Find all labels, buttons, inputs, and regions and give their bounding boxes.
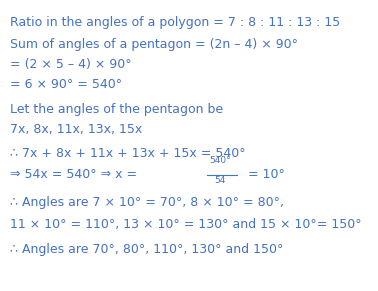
Text: = (2 × 5 – 4) × 90°: = (2 × 5 – 4) × 90° bbox=[10, 58, 132, 71]
Text: 540°: 540° bbox=[209, 156, 231, 165]
Text: Let the angles of the pentagon be: Let the angles of the pentagon be bbox=[10, 103, 223, 116]
Text: 11 × 10° = 110°, 13 × 10° = 130° and 15 × 10°= 150°: 11 × 10° = 110°, 13 × 10° = 130° and 15 … bbox=[10, 218, 362, 231]
Text: = 6 × 90° = 540°: = 6 × 90° = 540° bbox=[10, 78, 122, 91]
Text: Ratio in the angles of a polygon = 7 : 8 : 11 : 13 : 15: Ratio in the angles of a polygon = 7 : 8… bbox=[10, 16, 340, 29]
Text: 7x, 8x, 11x, 13x, 15x: 7x, 8x, 11x, 13x, 15x bbox=[10, 123, 142, 136]
Text: ∴ 7x + 8x + 11x + 13x + 15x = 540°: ∴ 7x + 8x + 11x + 13x + 15x = 540° bbox=[10, 147, 246, 160]
Text: 54: 54 bbox=[214, 176, 226, 185]
Text: ⇒ 54x = 540° ⇒ x =: ⇒ 54x = 540° ⇒ x = bbox=[10, 168, 141, 181]
Text: ∴ Angles are 7 × 10° = 70°, 8 × 10° = 80°,: ∴ Angles are 7 × 10° = 70°, 8 × 10° = 80… bbox=[10, 196, 284, 209]
Text: ∴ Angles are 70°, 80°, 110°, 130° and 150°: ∴ Angles are 70°, 80°, 110°, 130° and 15… bbox=[10, 243, 283, 256]
Text: = 10°: = 10° bbox=[244, 168, 285, 181]
Text: Sum of angles of a pentagon = (2n – 4) × 90°: Sum of angles of a pentagon = (2n – 4) ×… bbox=[10, 38, 298, 51]
